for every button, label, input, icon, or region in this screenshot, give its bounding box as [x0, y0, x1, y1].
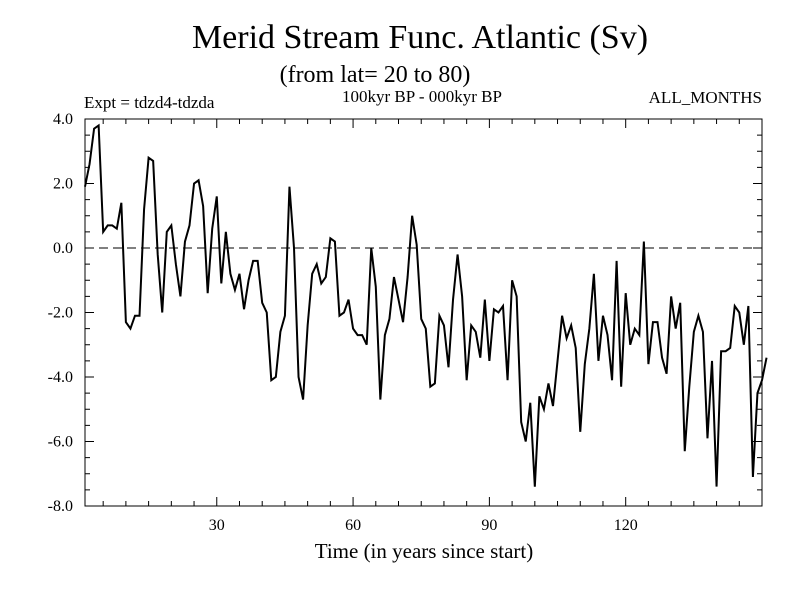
series-line [84, 123, 768, 487]
x-axis-label: Time (in years since start) [315, 539, 534, 563]
y-tick-label: 4.0 [53, 111, 73, 128]
x-tick-label: 90 [481, 517, 497, 534]
y-tick-label: -6.0 [48, 434, 73, 451]
y-tick-label: 0.0 [53, 240, 73, 257]
experiment-label: Expt = tdzd4-tdzda [84, 93, 215, 112]
x-tick-label: 30 [209, 517, 225, 534]
y-tick-label: -4.0 [48, 369, 73, 386]
chart-title: Merid Stream Func. Atlantic (Sv) [192, 19, 648, 56]
months-label: ALL_MONTHS [649, 88, 762, 107]
tick-labels: 30 60 90 120 4.0 2.0 0.0 -2.0 -4.0 -6.0 -8.0 [48, 111, 638, 534]
chart-subtitle: (from lat= 20 to 80) [280, 62, 471, 88]
x-tick-label: 60 [345, 517, 361, 534]
period-label: 100kyr BP - 000kyr BP [342, 87, 502, 106]
y-tick-label: 2.0 [53, 176, 73, 193]
x-tick-label: 120 [614, 517, 638, 534]
y-tick-label: -2.0 [48, 305, 73, 322]
plot-frame [84, 118, 763, 507]
y-tick-label: -8.0 [48, 498, 73, 515]
ticks-layer [85, 118, 763, 507]
